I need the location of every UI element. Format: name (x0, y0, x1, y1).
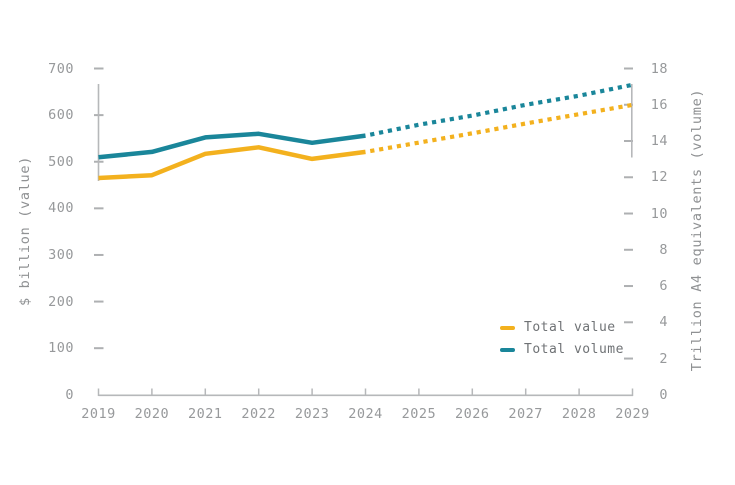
x-axis-tick-label: 2026 (455, 406, 490, 422)
y-axis-right-tick-label: 8 (659, 241, 668, 258)
y-axis-right-tick-label: 14 (650, 133, 668, 149)
x-axis-tick-label: 2023 (294, 406, 330, 422)
y-axis-left-tick-label: 600 (48, 107, 74, 124)
y-axis-right-tick-label: 4 (659, 314, 668, 331)
total-volume-line-solid (98, 131, 366, 160)
y-axis-right-title: Trillion A4 equivalents (volume) (689, 88, 705, 372)
y-axis-left-title: $ billion (value) (17, 155, 33, 307)
total-value-line-solid (98, 145, 366, 181)
y-axis-left-tick-label: 300 (48, 246, 74, 263)
y-axis-right-tick-label: 16 (650, 96, 668, 113)
y-axis-right-tick-label: 6 (659, 278, 668, 295)
y-axis-right-tick-label: 12 (650, 169, 668, 186)
x-axis-tick-label: 2029 (615, 406, 650, 422)
x-axis-tick-label: 2025 (401, 406, 437, 422)
y-axis-left-tick-label: 0 (65, 386, 74, 403)
total-volume-swatch-icon (500, 347, 515, 353)
legend-label-total-value: Total value (524, 320, 616, 335)
x-axis-tick-label: 2027 (508, 406, 543, 422)
x-axis-tick-label: 2021 (188, 406, 223, 422)
total-value-line-forecast (365, 102, 633, 154)
y-axis-right-tick-label: 10 (650, 205, 668, 222)
y-axis-right-tick-label: 18 (650, 60, 668, 77)
x-axis-tick-label: 2022 (241, 406, 276, 422)
y-axis-left-tick-label: 700 (48, 60, 74, 77)
legend: Total value Total volume (500, 317, 624, 361)
y-axis-right-tick-label: 0 (659, 386, 668, 403)
x-axis-tick-label: 2028 (561, 406, 597, 422)
total-value-swatch-icon (500, 325, 515, 331)
y-axis-left-tick-label: 500 (48, 153, 74, 170)
y-axis-left-tick-label: 400 (48, 200, 74, 217)
legend-label-total-volume: Total volume (524, 342, 624, 357)
y-axis-right-tick-label: 2 (659, 350, 668, 367)
x-axis-tick-label: 2019 (81, 406, 116, 422)
legend-item-total-value: Total value (500, 317, 624, 339)
x-axis-tick-label: 2024 (348, 406, 383, 422)
y-axis-left-tick-label: 100 (48, 340, 74, 357)
x-axis-tick-label: 2020 (134, 406, 170, 422)
y-axis-left-tick-label: 200 (48, 293, 74, 310)
legend-item-total-volume: Total volume (500, 339, 624, 361)
